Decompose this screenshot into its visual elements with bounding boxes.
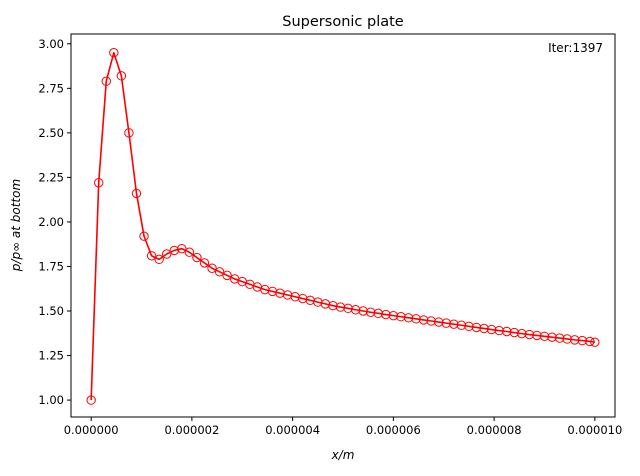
data-point-marker [124, 128, 134, 138]
data-point-marker [328, 300, 338, 311]
data-point-marker [403, 313, 414, 323]
data-point-marker [350, 305, 361, 315]
data-point-marker [169, 245, 179, 256]
x-tick-label: 0.000000 [64, 423, 119, 437]
data-point-marker [313, 297, 323, 307]
data-point-marker [388, 310, 399, 321]
y-tick-label: 1.75 [38, 259, 64, 273]
data-point-marker [570, 335, 580, 345]
y-tick-label: 3.00 [38, 37, 64, 51]
data-point-marker [131, 188, 142, 199]
data-point-marker [214, 267, 225, 277]
data-point-marker [486, 324, 497, 335]
data-point-marker [109, 48, 119, 58]
data-point-marker [532, 330, 542, 341]
x-axis-label: x/m [331, 448, 355, 462]
data-point-marker [154, 254, 164, 265]
data-point-marker [449, 319, 459, 329]
x-tick-label: 0.000008 [467, 423, 522, 437]
data-point-marker [101, 76, 111, 86]
data-point-marker [94, 178, 104, 188]
data-point-marker [260, 284, 270, 295]
y-tick-label: 2.50 [38, 126, 64, 140]
data-point-marker [86, 395, 96, 405]
data-point-marker [585, 336, 595, 347]
data-point-marker [320, 299, 331, 309]
x-tick-label: 0.000002 [164, 423, 219, 437]
data-point-marker [494, 325, 504, 336]
data-point-marker [502, 326, 512, 337]
data-point-marker [441, 318, 451, 328]
chart-title: Supersonic plate [282, 14, 404, 30]
data-point-marker [222, 270, 232, 281]
x-axis: 0.000000 0.000002 0.000004 0.000006 0.000008… [64, 417, 622, 437]
series-line [90, 51, 595, 401]
iteration-annotation: Iter:1397 [548, 41, 603, 55]
data-point-marker [524, 329, 535, 340]
data-point-marker [290, 292, 300, 302]
y-axis-label: p/p∞ at bottom [9, 179, 23, 272]
x-tick-label: 0.000004 [265, 423, 320, 437]
data-point-marker [192, 252, 202, 263]
data-point-marker [358, 306, 368, 316]
x-tick-label: 0.000006 [366, 423, 421, 437]
data-point-marker [517, 328, 527, 339]
y-axis: 1.00 1.25 1.50 1.75 2.00 2.25 2.50 2.75 3.00 [38, 37, 71, 407]
data-point-marker [554, 333, 565, 343]
data-point-marker [396, 312, 406, 322]
y-tick-label: 2.25 [38, 170, 64, 184]
data-point-marker [139, 231, 149, 241]
data-point-marker [464, 321, 474, 332]
data-point-marker [426, 316, 436, 326]
data-point-marker [343, 303, 353, 314]
data-point-marker [184, 247, 195, 257]
data-point-marker [305, 295, 315, 306]
x-tick-label: 0.000010 [567, 423, 622, 437]
data-point-marker [282, 290, 293, 300]
y-tick-label: 1.25 [38, 349, 64, 363]
data-point-marker [509, 327, 519, 338]
data-point-marker [275, 288, 285, 298]
data-point-marker [590, 337, 600, 347]
data-point-marker [177, 243, 187, 254]
plot-frame [70, 33, 616, 418]
data-point-marker [547, 332, 557, 342]
data-point-marker [207, 263, 217, 273]
y-tick-label: 1.50 [38, 304, 64, 318]
data-point-marker [471, 322, 482, 333]
data-point-marker [418, 315, 429, 325]
data-point-marker [577, 335, 587, 346]
data-point-marker [562, 334, 572, 344]
data-point-marker [162, 249, 172, 259]
data-point-marker [456, 320, 467, 330]
data-point-marker [539, 331, 550, 342]
data-point-marker [381, 309, 391, 320]
data-point-marker [434, 317, 444, 327]
data-point-marker [479, 323, 489, 334]
y-tick-label: 1.00 [38, 393, 64, 407]
y-tick-label: 2.00 [38, 215, 64, 229]
data-point-marker [267, 286, 278, 297]
data-point-marker [146, 251, 157, 261]
data-point-marker [335, 302, 346, 312]
plot-area [86, 48, 600, 405]
data-point-marker [373, 308, 383, 319]
data-point-marker [116, 71, 127, 81]
data-point-marker [199, 258, 210, 268]
data-point-marker [411, 314, 421, 324]
data-point-marker [298, 293, 308, 304]
y-tick-label: 2.75 [38, 81, 64, 95]
data-point-marker [366, 307, 376, 317]
